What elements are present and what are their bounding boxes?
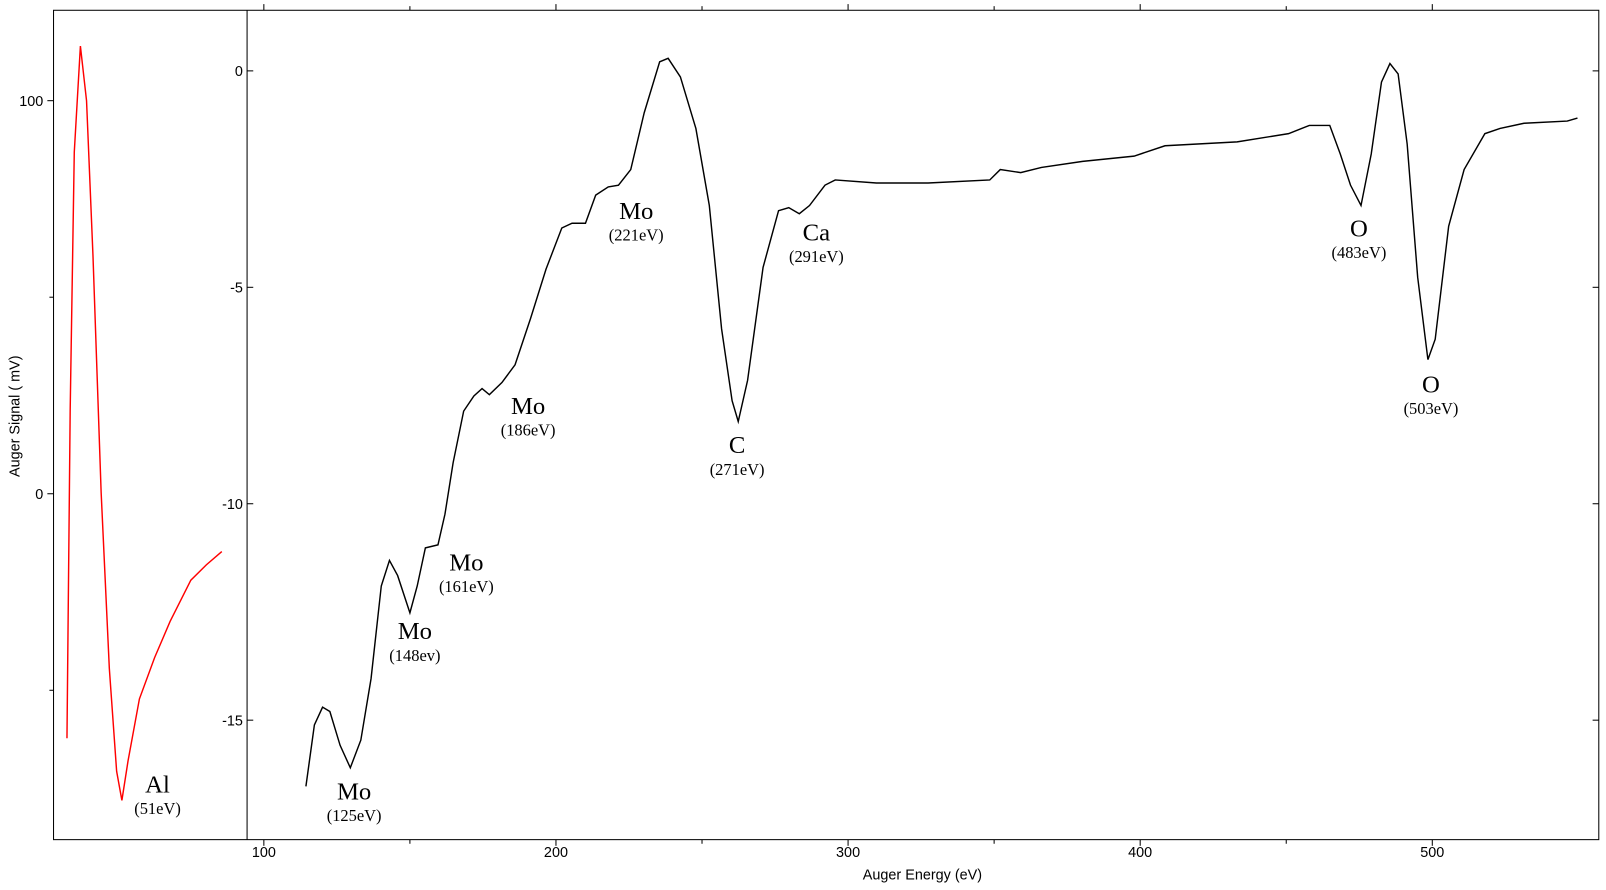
- annotation-energy: (186eV): [501, 421, 556, 440]
- annotation-energy: (221eV): [609, 225, 664, 244]
- series-line: [66, 45, 223, 801]
- annotation-element: O: [1350, 215, 1368, 242]
- annotation-element: Mo: [398, 618, 432, 645]
- y-tick-label: 100: [19, 94, 43, 110]
- x-tick-label: 300: [836, 845, 860, 861]
- y2-tick-label: -10: [222, 497, 243, 513]
- annotation-element: Mo: [619, 198, 653, 225]
- annotation-energy: (291eV): [789, 247, 844, 266]
- annotation-energy: (125eV): [327, 806, 382, 825]
- annotation-energy: (161eV): [439, 577, 494, 596]
- x-tick-label: 200: [544, 845, 568, 861]
- annotation-element: O: [1422, 372, 1440, 399]
- annotation-element: Al: [145, 771, 170, 798]
- y2-tick-label: 0: [235, 64, 243, 80]
- annotation-element: Ca: [803, 220, 830, 247]
- x-tick-label: 400: [1128, 845, 1152, 861]
- x-tick-label: 500: [1420, 845, 1444, 861]
- y2-tick-label: -5: [230, 280, 243, 296]
- annotation-element: C: [729, 432, 745, 459]
- x-axis-label: Auger Energy (eV): [863, 868, 982, 884]
- annotation-element: Mo: [511, 393, 545, 420]
- annotation-energy: (51eV): [134, 799, 181, 818]
- series-line: [305, 57, 1578, 787]
- plot-frame: [53, 9, 1600, 841]
- annotation-energy: (271eV): [710, 460, 765, 479]
- x-tick-label: 100: [252, 845, 276, 861]
- annotation-energy: (503eV): [1404, 399, 1459, 418]
- annotation-element: Mo: [449, 549, 483, 576]
- annotation-energy: (483eV): [1332, 243, 1387, 262]
- annotation-energy: (148ev): [389, 646, 440, 665]
- y-axis-label: Auger Signal ( mV): [8, 355, 24, 476]
- y2-tick-label: -15: [222, 713, 243, 729]
- annotation-element: Mo: [337, 779, 371, 806]
- y-tick-label: 0: [35, 487, 43, 503]
